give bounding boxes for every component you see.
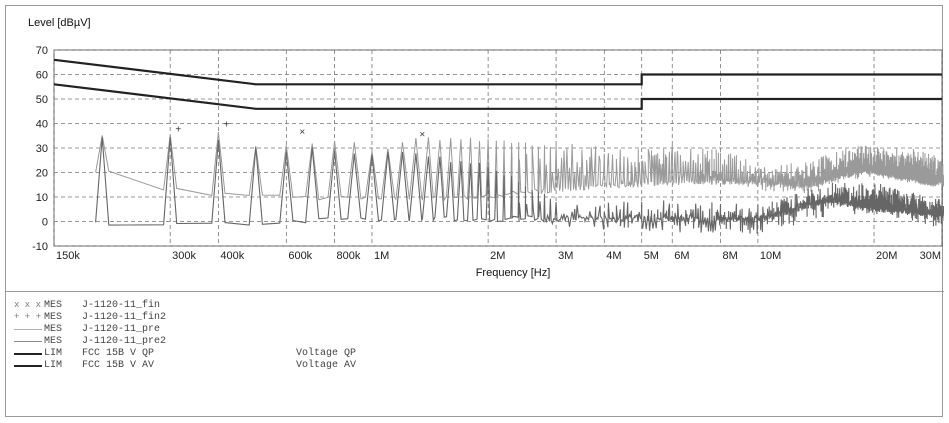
legend-symbol [14,348,42,360]
x-tick-label: 10M [760,250,781,262]
x-tick-label: 3M [558,250,573,262]
legend-name: FCC 15B V QP [82,348,155,359]
legend-line-swatch [14,353,42,355]
y-tick-label: 50 [36,94,48,106]
legend-name: FCC 15B V AV [82,360,155,371]
x-tick-label: 400k [220,250,244,262]
legend-type: MES [44,324,63,335]
y-tick-label: 0 [42,217,48,229]
legend-line-swatch [14,329,42,330]
legend-marker: + + + [14,312,42,322]
x-tick-label: 5M [644,250,659,262]
legend-symbol [14,360,42,372]
legend-type: LIM [44,360,63,371]
x-tick-label: 6M [674,250,689,262]
legend-symbol: x x x [14,300,42,312]
legend-type: MES [44,300,63,311]
legend-line-swatch [14,365,42,367]
x-tick-label: 800k [337,250,361,262]
x-tick-label: 30M [920,250,941,262]
x-tick-label: 4M [606,250,621,262]
chart-frame: -10 0 10 20 30 40 50 60 70 150k 300k 400k 600k 800k 1M… [5,5,944,418]
x-tick-label: 300k [172,250,196,262]
legend-symbol [14,336,42,348]
legend-description: Voltage AV [296,360,357,371]
legend-line-swatch [14,341,42,342]
x-tick-label: 20M [876,250,897,262]
legend-type: MES [44,336,63,347]
y-tick-label: 30 [36,143,48,155]
measurement-marker: × [419,129,425,140]
y-tick-label: -10 [32,241,48,253]
legend-name: J-1120-11_pre2 [82,336,167,347]
series-line [95,132,944,202]
x-tick-label: 1M [374,250,389,262]
measurement-marker: × [299,127,305,138]
y-tick-label: 70 [36,45,48,57]
y-tick-label: 20 [36,168,48,180]
measurement-marker: + [175,124,181,135]
legend-name: J-1120-11_pre [82,324,161,335]
limit-line [53,58,942,86]
limit-line [53,83,942,110]
legend-name: J-1120-11_fin2 [82,312,167,323]
measurement-marker: + [224,120,230,131]
legend-symbol: + + + [14,312,42,324]
series-line [95,136,944,234]
y-tick-label: 60 [36,70,48,82]
y-tick-label: 40 [36,119,48,131]
legend-symbol [14,324,42,336]
legend-description: Voltage QP [296,348,357,359]
y-axis-title: Level [dBµV] [28,17,91,29]
legend-type: LIM [44,348,63,359]
x-tick-label: 8M [722,250,737,262]
x-tick-label: 600k [288,250,312,262]
x-axis-title: Frequency [Hz] [476,267,551,279]
legend-name: J-1120-11_fin [82,300,161,311]
y-tick-label: 10 [36,192,48,204]
legend-marker: x x x [14,300,42,310]
x-tick-label: 150k [56,250,80,262]
legend-type: MES [44,312,63,323]
x-tick-label: 2M [490,250,505,262]
emission-chart: -10 0 10 20 30 40 50 60 70 150k 300k 400k 600k 800k 1M… [28,17,944,279]
chart-legend: x x x MES J-1120-11_fin + + + MES J-1120-11_f… [6,291,944,418]
